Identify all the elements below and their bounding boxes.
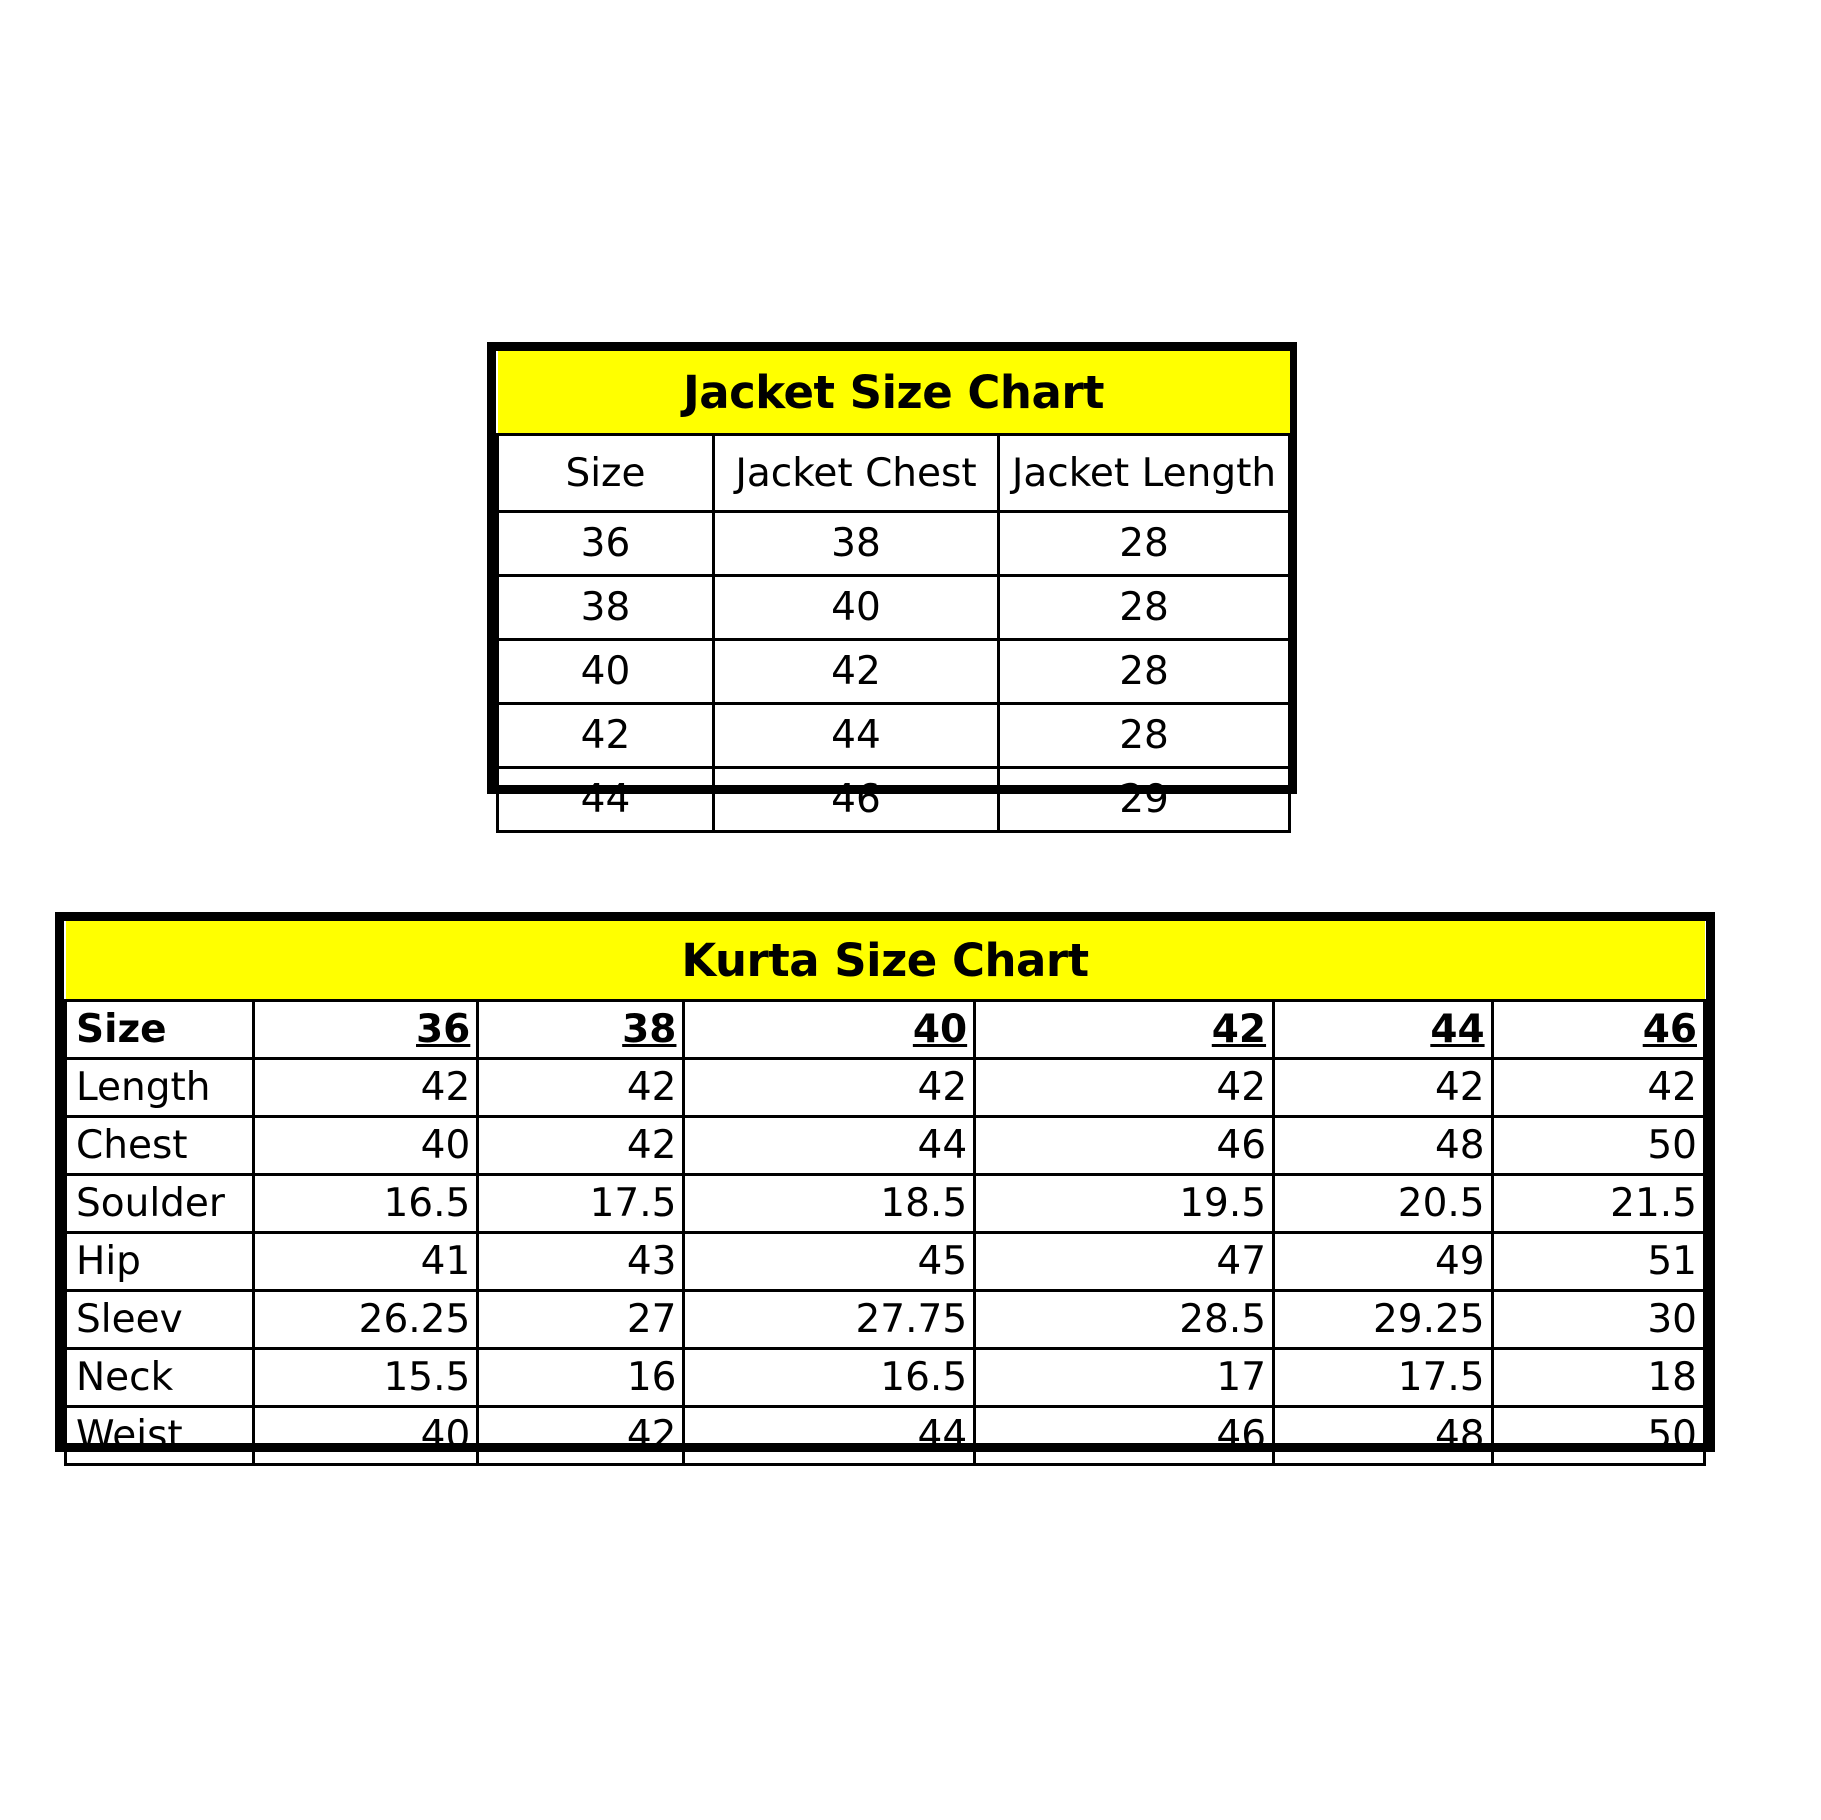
kurta-cell: 48 (1272, 1115, 1494, 1176)
kurta-cell: 19.5 (973, 1173, 1276, 1234)
kurta-cell: 42 (476, 1405, 686, 1466)
jacket-col-header-size: Size (496, 433, 715, 513)
kurta-cell: 46 (973, 1405, 1276, 1466)
table-row: 36 38 28 (496, 510, 1292, 577)
table-row: Sleev 26.25 27 27.75 28.5 29.25 30 (64, 1289, 1707, 1350)
kurta-cell: 18 (1490, 1347, 1707, 1408)
kurta-cell: 17 (973, 1347, 1276, 1408)
kurta-cell: 42 (476, 1057, 686, 1118)
kurta-row-label: Soulder (64, 1173, 255, 1234)
kurta-cell: 21.5 (1490, 1173, 1707, 1234)
table-row: Length 42 42 42 42 42 42 (64, 1057, 1707, 1118)
kurta-cell: 27.75 (682, 1289, 977, 1350)
table-row: 44 46 29 (496, 766, 1292, 833)
kurta-row-label: Hip (64, 1231, 255, 1292)
kurta-cell: 42 (1490, 1057, 1707, 1118)
kurta-cell: 45 (682, 1231, 977, 1292)
kurta-cell: 50 (1490, 1405, 1707, 1466)
jacket-cell-length: 28 (996, 574, 1292, 641)
jacket-title-row: Jacket Size Chart (497, 351, 1290, 436)
jacket-cell-length: 28 (996, 702, 1292, 769)
kurta-cell: 49 (1272, 1231, 1494, 1292)
kurta-cell: 41 (251, 1231, 480, 1292)
kurta-cell: 43 (476, 1231, 686, 1292)
kurta-cell: 42 (476, 1115, 686, 1176)
table-row: Weist 40 42 44 46 48 50 (64, 1405, 1707, 1466)
kurta-cell: 26.25 (251, 1289, 480, 1350)
kurta-row-header-size: Size (64, 999, 255, 1060)
jacket-cell-size: 44 (496, 766, 715, 833)
jacket-cell-length: 29 (996, 766, 1292, 833)
jacket-size-chart: Jacket Size Chart Size Jacket Chest Jack… (487, 342, 1297, 833)
jacket-cell-chest: 42 (712, 638, 1000, 705)
kurta-size-chart: Kurta Size Chart Size 36 38 40 42 44 46 … (55, 912, 1715, 1466)
jacket-col-header-chest: Jacket Chest (712, 433, 1000, 513)
kurta-cell: 16.5 (682, 1347, 977, 1408)
kurta-cell: 47 (973, 1231, 1276, 1292)
kurta-size-header-40: 40 (682, 999, 977, 1060)
kurta-row-label: Length (64, 1057, 255, 1118)
kurta-cell: 16.5 (251, 1173, 480, 1234)
kurta-cell: 20.5 (1272, 1173, 1494, 1234)
kurta-cell: 46 (973, 1115, 1276, 1176)
table-row: Hip 41 43 45 47 49 51 (64, 1231, 1707, 1292)
kurta-cell: 50 (1490, 1115, 1707, 1176)
table-row: 42 44 28 (496, 702, 1292, 769)
jacket-cell-length: 28 (996, 638, 1292, 705)
kurta-cell: 30 (1490, 1289, 1707, 1350)
kurta-row-label: Sleev (64, 1289, 255, 1350)
jacket-cell-chest: 46 (712, 766, 1000, 833)
kurta-cell: 17.5 (1272, 1347, 1494, 1408)
table-row: Chest 40 42 44 46 48 50 (64, 1115, 1707, 1176)
kurta-size-header-46: 46 (1490, 999, 1707, 1060)
kurta-row-label: Chest (64, 1115, 255, 1176)
kurta-chart-title: Kurta Size Chart (65, 921, 1705, 1002)
jacket-cell-size: 36 (496, 510, 715, 577)
kurta-cell: 51 (1490, 1231, 1707, 1292)
jacket-cell-size: 40 (496, 638, 715, 705)
jacket-col-header-length: Jacket Length (996, 433, 1292, 513)
kurta-size-header-44: 44 (1272, 999, 1494, 1060)
kurta-cell: 42 (682, 1057, 977, 1118)
kurta-header-row: Size 36 38 40 42 44 46 (64, 999, 1707, 1060)
kurta-cell: 16 (476, 1347, 686, 1408)
jacket-cell-chest: 38 (712, 510, 1000, 577)
kurta-size-header-36: 36 (251, 999, 480, 1060)
kurta-cell: 44 (682, 1115, 977, 1176)
jacket-cell-length: 28 (996, 510, 1292, 577)
kurta-cell: 48 (1272, 1405, 1494, 1466)
kurta-cell: 17.5 (476, 1173, 686, 1234)
kurta-cell: 40 (251, 1115, 480, 1176)
jacket-chart-title: Jacket Size Chart (497, 351, 1290, 436)
kurta-cell: 42 (251, 1057, 480, 1118)
kurta-row-label: Weist (64, 1405, 255, 1466)
jacket-cell-size: 38 (496, 574, 715, 641)
kurta-cell: 40 (251, 1405, 480, 1466)
jacket-cell-chest: 40 (712, 574, 1000, 641)
table-row: 40 42 28 (496, 638, 1292, 705)
kurta-row-label: Neck (64, 1347, 255, 1408)
table-row: 38 40 28 (496, 574, 1292, 641)
kurta-cell: 18.5 (682, 1173, 977, 1234)
table-row: Neck 15.5 16 16.5 17 17.5 18 (64, 1347, 1707, 1408)
jacket-cell-chest: 44 (712, 702, 1000, 769)
kurta-cell: 44 (682, 1405, 977, 1466)
table-row: Soulder 16.5 17.5 18.5 19.5 20.5 21.5 (64, 1173, 1707, 1234)
kurta-cell: 28.5 (973, 1289, 1276, 1350)
kurta-cell: 15.5 (251, 1347, 480, 1408)
kurta-cell: 42 (973, 1057, 1276, 1118)
jacket-size-table: Jacket Size Chart Size Jacket Chest Jack… (496, 351, 1292, 833)
kurta-size-table: Kurta Size Chart Size 36 38 40 42 44 46 … (64, 921, 1707, 1466)
jacket-header-row: Size Jacket Chest Jacket Length (496, 433, 1292, 513)
kurta-cell: 42 (1272, 1057, 1494, 1118)
kurta-cell: 29.25 (1272, 1289, 1494, 1350)
kurta-cell: 27 (476, 1289, 686, 1350)
kurta-size-header-38: 38 (476, 999, 686, 1060)
jacket-cell-size: 42 (496, 702, 715, 769)
kurta-size-header-42: 42 (973, 999, 1276, 1060)
kurta-title-row: Kurta Size Chart (65, 921, 1705, 1002)
